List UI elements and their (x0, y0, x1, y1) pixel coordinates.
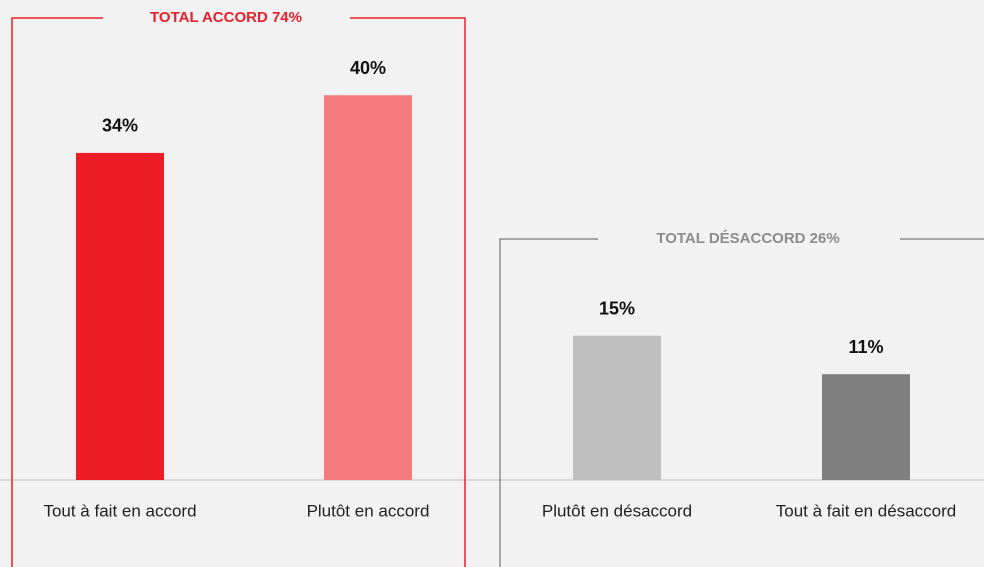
x-tick-label: Tout à fait en désaccord (776, 501, 957, 520)
bar (573, 335, 661, 480)
accord-total: TOTAL ACCORD 74% (150, 9, 302, 26)
x-tick-label: Plutôt en accord (307, 501, 430, 520)
bar (76, 152, 164, 481)
value-label: 40% (350, 58, 386, 78)
value-label: 34% (102, 116, 138, 136)
x-tick-label: Plutôt en désaccord (542, 501, 692, 520)
value-label: 15% (599, 298, 635, 318)
bar (822, 374, 910, 480)
desaccord-bracket (499, 238, 984, 567)
bar (324, 95, 412, 480)
value-label: 11% (848, 337, 883, 357)
desaccord-total: TOTAL DÉSACCORD 26% (656, 230, 839, 247)
accord-bracket (11, 17, 466, 567)
x-tick-label: Tout à fait en accord (43, 501, 196, 520)
